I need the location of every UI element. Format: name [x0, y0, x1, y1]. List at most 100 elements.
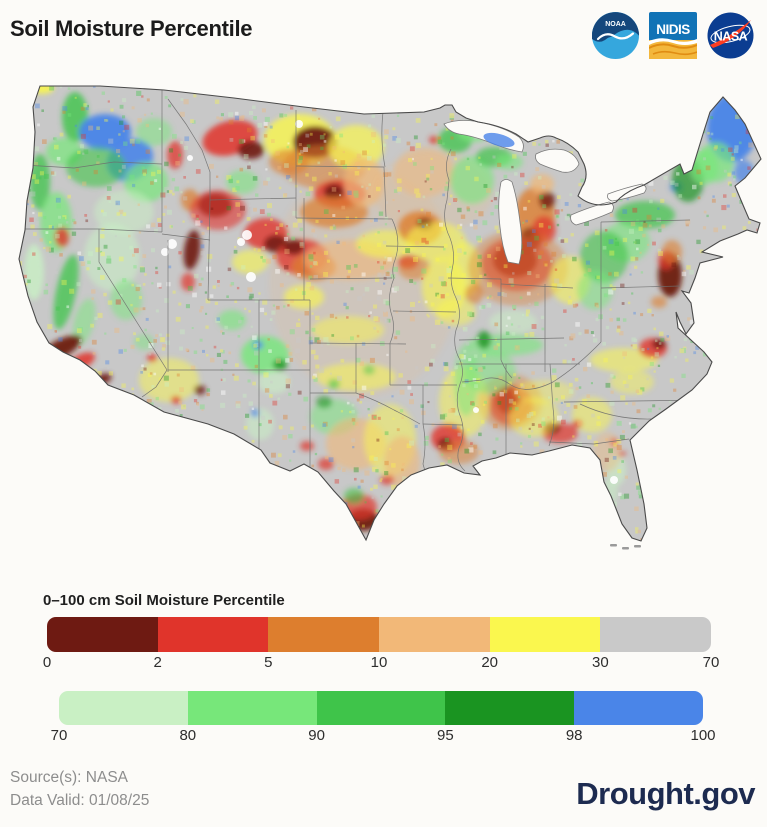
moisture-blob	[316, 396, 332, 408]
legend-bar-dry	[47, 617, 711, 652]
moisture-blob	[147, 354, 157, 362]
moisture-blob	[398, 256, 430, 280]
no-data-spot	[246, 272, 256, 282]
moisture-blob	[226, 170, 258, 194]
moisture-blob	[94, 190, 154, 234]
moisture-blob	[232, 250, 268, 274]
florida-keys	[622, 547, 629, 550]
moisture-blob	[66, 147, 126, 187]
brand-wordmark: Drought.gov	[576, 776, 755, 811]
moisture-blob	[489, 310, 537, 334]
legend-tick-label: 20	[481, 654, 498, 671]
legend-segment	[157, 617, 269, 652]
legend-tick-label: 10	[370, 654, 388, 671]
moisture-blob	[344, 488, 364, 504]
legend-tick-label: 95	[437, 727, 454, 744]
moisture-blob	[615, 201, 675, 229]
legend-tick-label: 90	[308, 727, 325, 744]
moisture-blob	[328, 125, 384, 169]
moisture-blob	[30, 154, 50, 210]
source-text: Source(s): NASA	[10, 769, 129, 786]
great-lakes	[443, 120, 647, 265]
legend-tick-label: 5	[264, 654, 273, 671]
nidis-logo-icon: NIDIS	[649, 12, 697, 59]
noaa-logo-icon: NOAA	[592, 12, 639, 59]
moisture-blob	[53, 254, 79, 330]
moisture-blob	[218, 310, 246, 330]
legend-title: 0–100 cm Soil Moisture Percentile	[43, 592, 285, 609]
moisture-blob	[24, 244, 44, 300]
moisture-regions	[24, 86, 757, 531]
moisture-blob	[593, 432, 621, 472]
nasa-logo-text: NASA	[714, 30, 748, 44]
moisture-blob	[324, 184, 344, 200]
legend-tick-label: 30	[591, 654, 609, 671]
moisture-blob	[253, 341, 263, 349]
moisture-blob	[590, 348, 658, 372]
florida-keys	[610, 544, 617, 547]
map-container	[4, 72, 764, 572]
us-soil-moisture-map	[18, 85, 762, 550]
moisture-blob	[450, 156, 494, 204]
no-data-spot	[610, 476, 618, 484]
noaa-logo-text: NOAA	[605, 21, 626, 28]
legend-segment	[379, 617, 490, 652]
moisture-blob	[284, 239, 304, 255]
nasa-logo-icon: NASA	[707, 12, 754, 59]
no-data-spot	[187, 155, 193, 161]
no-data-spot	[161, 248, 169, 256]
moisture-blob	[406, 222, 466, 262]
footer-source-block: Source(s): NASA Data Valid: 01/08/25	[10, 766, 149, 812]
moisture-blob	[572, 420, 582, 428]
nidis-logo-text: NIDIS	[656, 22, 690, 37]
moisture-blob	[530, 174, 554, 194]
legend-segment	[316, 691, 446, 725]
moisture-blob	[652, 339, 666, 349]
moisture-blob	[312, 316, 384, 344]
legend-segment	[59, 691, 188, 725]
legend-segment	[187, 691, 317, 725]
legend-ticks-wet: 70 80 90 95 98 100	[51, 727, 716, 745]
page-title: Soil Moisture Percentile	[10, 16, 253, 41]
moisture-blob	[651, 296, 667, 308]
moisture-blob	[110, 280, 142, 320]
legend-tick-label: 98	[565, 727, 583, 744]
legend-segment	[600, 617, 711, 652]
moisture-blob	[79, 114, 131, 150]
moisture-blob	[251, 409, 259, 417]
moisture-blob	[139, 358, 199, 402]
legend-segment	[268, 617, 380, 652]
legend-tick-label: 100	[690, 727, 716, 744]
legend-segment	[47, 617, 158, 652]
moisture-blob	[509, 397, 559, 437]
moisture-blob	[194, 385, 206, 395]
no-data-spot	[167, 239, 177, 249]
moisture-blob	[380, 475, 394, 485]
moisture-blob	[171, 396, 181, 404]
legend-segment	[445, 691, 575, 725]
lake-superior-data	[483, 132, 515, 148]
florida-keys	[634, 545, 641, 548]
moisture-blob	[734, 160, 754, 184]
legend-segment	[489, 617, 601, 652]
moisture-blob	[181, 273, 195, 291]
moisture-blob	[610, 370, 654, 394]
moisture-blob	[698, 142, 734, 182]
moisture-blob	[468, 230, 568, 306]
legend-tick-label: 70	[702, 654, 720, 671]
moisture-blob	[328, 379, 340, 389]
legend-segment	[574, 691, 703, 725]
moisture-blob	[273, 359, 287, 371]
moisture-blob	[344, 157, 384, 207]
moisture-blob	[55, 227, 69, 247]
moisture-blob	[190, 190, 246, 230]
moisture-blob	[363, 365, 375, 375]
moisture-blob	[539, 191, 555, 209]
moisture-blob	[134, 334, 154, 350]
moisture-blob	[258, 370, 290, 394]
moisture-blob	[514, 380, 574, 404]
moisture-blob	[300, 441, 314, 451]
legend-ticks-dry: 0 2 5 10 20 30 70	[43, 654, 720, 672]
moisture-blob	[495, 154, 523, 170]
